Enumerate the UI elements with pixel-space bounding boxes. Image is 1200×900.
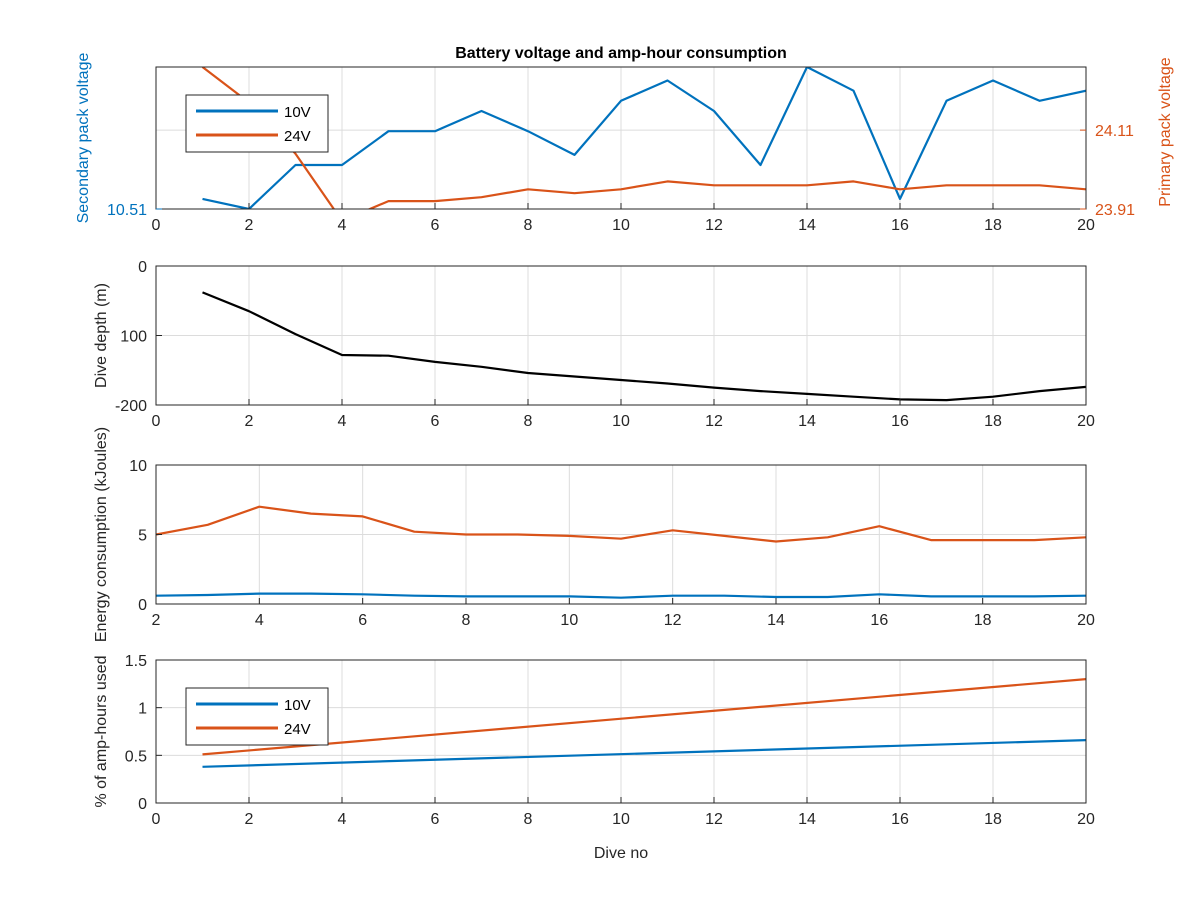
x-tick-label: 14 — [798, 811, 816, 828]
x-tick-label: 0 — [152, 413, 161, 430]
energy-panel: 2 4 6 8 10 12 14 16 18 20 0 5 10 Energy consumption (… — [93, 427, 1095, 642]
x-tick-label: 14 — [767, 612, 785, 629]
y-axis-label: Dive depth (m) — [93, 283, 110, 388]
x-tick-label: 4 — [338, 217, 347, 234]
x-tick-label: 20 — [1077, 612, 1095, 629]
y-tick-label: 1.5 — [125, 653, 147, 670]
x-tick-label: 2 — [245, 811, 254, 828]
x-tick-label: 2 — [152, 612, 161, 629]
x-tick-label: 18 — [984, 217, 1002, 234]
amp-hours-panel: 0 2 4 6 8 10 12 14 16 18 20 0 0.5 1 1.5 % of amp-hours … — [93, 653, 1095, 862]
x-tick-label: 8 — [462, 612, 471, 629]
x-tick-label: 4 — [338, 413, 347, 430]
x-tick-label: 18 — [984, 413, 1002, 430]
y-left-tick-label: 10.51 — [107, 202, 147, 219]
series-line-10v — [202, 67, 1086, 209]
series-line-10v — [202, 739, 1086, 768]
y-tick-label: 5 — [138, 528, 147, 545]
legend-box — [185, 94, 329, 153]
y-right-tick-label: 24.11 — [1095, 123, 1134, 140]
x-tick-label: 2 — [245, 217, 254, 234]
legend-label-24v: 24V — [284, 128, 311, 145]
x-tick-label: 18 — [984, 811, 1002, 828]
series-line-10v — [156, 592, 1086, 599]
y-right-axis-label: Primary pack voltage — [1157, 57, 1174, 206]
x-axis-label: Dive no — [594, 845, 648, 862]
x-tick-label: 4 — [338, 811, 347, 828]
y-right-tick-label: 23.91 — [1095, 202, 1135, 219]
legend-label-24v: 24V — [284, 721, 311, 738]
chart-title: Battery voltage and amp-hour consumption — [455, 45, 787, 62]
x-tick-label: 0 — [152, 811, 161, 828]
y-tick-label: 0 — [138, 597, 147, 614]
x-tick-label: 10 — [612, 217, 630, 234]
x-tick-label: 6 — [431, 811, 440, 828]
y-tick-label: 0 — [138, 259, 147, 276]
series-line-depth — [202, 291, 1086, 402]
x-tick-label: 16 — [891, 413, 909, 430]
x-tick-label: 8 — [524, 811, 533, 828]
y-tick-label: 10 — [129, 458, 147, 475]
x-tick-label: 12 — [705, 413, 723, 430]
y-tick-label: 1 — [138, 701, 147, 718]
x-tick-label: 20 — [1077, 811, 1095, 828]
depth-panel: 0 2 4 6 8 10 12 14 16 18 20 0 100 -200 Dive depth (m) — [93, 259, 1095, 430]
y-tick-label: -200 — [115, 398, 147, 415]
x-tick-label: 12 — [705, 811, 723, 828]
x-tick-label: 14 — [798, 217, 816, 234]
legend-label-10v: 10V — [284, 697, 311, 714]
x-tick-label: 16 — [870, 612, 888, 629]
x-tick-label: 10 — [612, 413, 630, 430]
x-tick-label: 8 — [524, 217, 533, 234]
x-tick-label: 10 — [612, 811, 630, 828]
legend-label-10v: 10V — [284, 104, 311, 121]
y-tick-label: 0.5 — [125, 748, 147, 765]
x-tick-label: 0 — [152, 217, 161, 234]
series-line-24v — [156, 505, 1086, 543]
series-line-24v — [202, 678, 1086, 756]
y-axis-label: Energy consumption (kJoules) — [93, 427, 110, 642]
x-tick-label: 16 — [891, 217, 909, 234]
x-tick-label: 6 — [358, 612, 367, 629]
x-tick-label: 10 — [560, 612, 578, 629]
x-tick-label: 12 — [705, 217, 723, 234]
x-tick-label: 20 — [1077, 217, 1095, 234]
y-axis-label: % of amp-hours used — [93, 655, 110, 807]
x-tick-label: 14 — [798, 413, 816, 430]
x-tick-label: 6 — [431, 217, 440, 234]
x-tick-label: 8 — [524, 413, 533, 430]
y-tick-label: 100 — [120, 329, 147, 346]
x-tick-label: 16 — [891, 811, 909, 828]
series-line-24v — [201, 67, 1086, 209]
x-tick-label: 20 — [1077, 413, 1095, 430]
x-tick-label: 12 — [664, 612, 682, 629]
y-tick-label: 0 — [138, 796, 147, 813]
x-tick-label: 4 — [255, 612, 264, 629]
legend-box — [185, 687, 329, 746]
voltage-panel: 0 2 4 6 8 10 12 14 16 18 20 10.51 23.91 24.11 Secondar… — [75, 45, 1174, 234]
x-tick-label: 6 — [431, 413, 440, 430]
x-tick-label: 18 — [974, 612, 992, 629]
x-tick-label: 2 — [245, 413, 254, 430]
y-left-axis-label: Secondary pack voltage — [75, 53, 92, 224]
